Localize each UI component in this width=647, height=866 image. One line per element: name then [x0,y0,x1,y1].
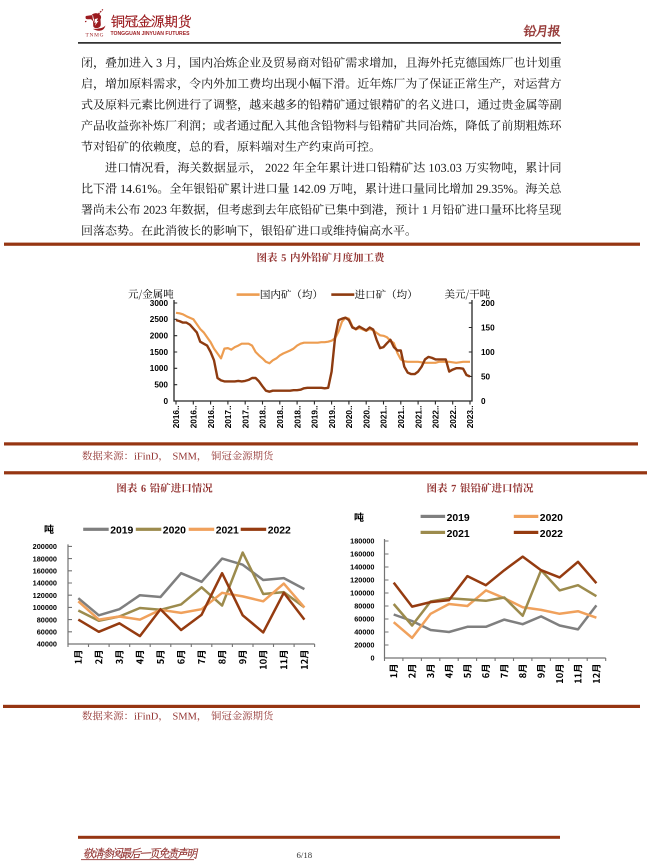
svg-text:180000: 180000 [350,537,374,546]
svg-text:60000: 60000 [37,628,57,637]
svg-text:2019..: 2019.. [311,406,320,429]
svg-text:150: 150 [481,323,495,332]
svg-text:2016..: 2016.. [172,406,181,429]
svg-text:3000: 3000 [150,299,169,308]
svg-text:2021..: 2021.. [397,406,406,429]
svg-text:2019: 2019 [110,526,133,537]
svg-text:140000: 140000 [33,579,57,588]
svg-text:2500: 2500 [150,315,169,324]
svg-text:40000: 40000 [37,640,57,649]
svg-text:2021..: 2021.. [380,406,389,429]
svg-text:6/18: 6/18 [297,850,313,860]
svg-text:2016..: 2016.. [190,406,199,429]
svg-text:120000: 120000 [33,591,57,600]
svg-text:20000: 20000 [354,641,374,650]
svg-text:160000: 160000 [33,567,57,576]
svg-text:2020..: 2020.. [345,406,354,429]
svg-text:50: 50 [481,372,491,381]
svg-text:2021..: 2021.. [414,406,423,429]
svg-text:200: 200 [481,299,495,308]
svg-text:100: 100 [481,348,495,357]
svg-text:2022: 2022 [268,526,291,537]
svg-text:2018..: 2018.. [293,406,302,429]
svg-text:2020: 2020 [163,526,186,537]
svg-text:200000: 200000 [33,542,57,551]
svg-text:40000: 40000 [354,628,374,637]
svg-text:80000: 80000 [37,615,57,624]
svg-text:0: 0 [163,397,168,406]
svg-text:60000: 60000 [354,615,374,624]
svg-text:2020..: 2020.. [362,406,371,429]
svg-text:2018..: 2018.. [259,406,268,429]
svg-text:2021: 2021 [216,526,239,537]
svg-text:0: 0 [481,397,486,406]
svg-text:0: 0 [370,654,374,663]
svg-text:500: 500 [154,381,168,390]
svg-text:2021: 2021 [447,529,470,540]
svg-text:2020: 2020 [540,513,563,524]
svg-text:2022..: 2022.. [432,406,441,429]
svg-text:140000: 140000 [350,563,374,572]
svg-text:80000: 80000 [354,602,374,611]
svg-text:2000: 2000 [150,332,169,341]
svg-text:100000: 100000 [33,603,57,612]
svg-text:2023..: 2023.. [466,406,475,429]
svg-text:2017..: 2017.. [224,406,233,429]
svg-text:2019..: 2019.. [328,406,337,429]
svg-text:120000: 120000 [350,576,374,585]
svg-text:2018..: 2018.. [276,406,285,429]
svg-text:1000: 1000 [150,364,169,373]
svg-text:2022: 2022 [540,529,563,540]
svg-text:TNMG: TNMG [86,33,105,39]
svg-text:100000: 100000 [350,589,374,598]
svg-text:2022..: 2022.. [449,406,458,429]
svg-text:2019: 2019 [447,513,470,524]
svg-text:TONGGUAN JINYUAN FUTURES: TONGGUAN JINYUAN FUTURES [111,31,190,37]
svg-text:160000: 160000 [350,550,374,559]
svg-text:2017..: 2017.. [241,406,250,429]
svg-text:1500: 1500 [150,348,169,357]
svg-text:2016..: 2016.. [207,406,216,429]
svg-text:180000: 180000 [33,554,57,563]
